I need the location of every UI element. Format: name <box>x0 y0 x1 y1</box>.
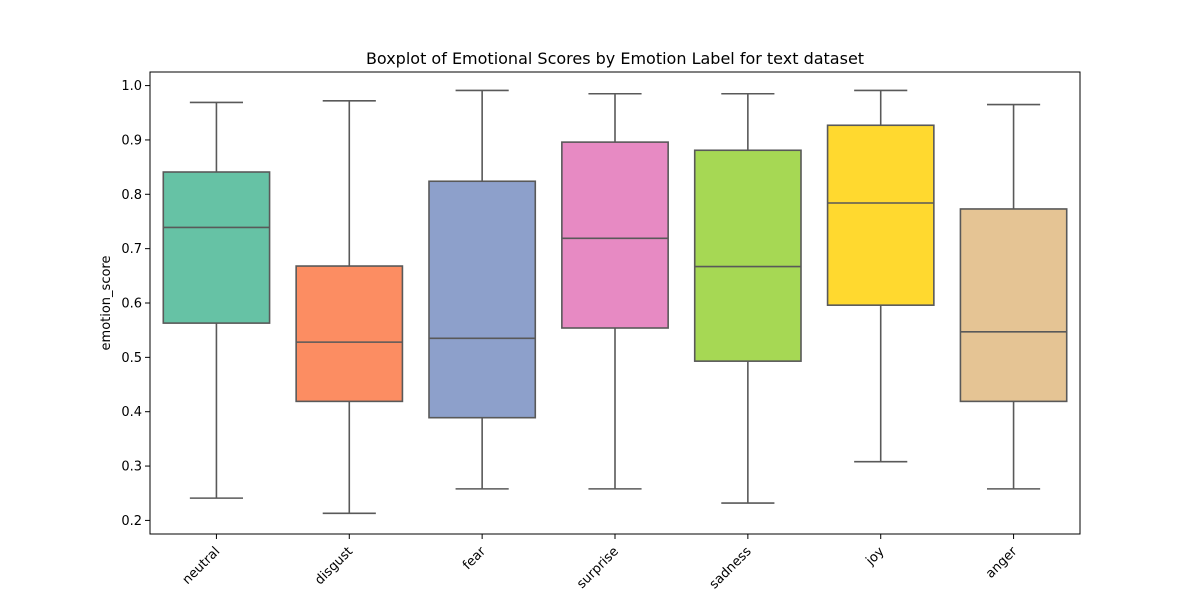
y-tick-label: 0.6 <box>121 297 142 312</box>
box-disgust <box>295 100 404 515</box>
y-tick-label: 1.0 <box>121 79 142 94</box>
iqr-box <box>295 265 404 403</box>
y-axis-label: emotion_score <box>99 256 114 351</box>
y-tick-label: 0.7 <box>121 242 142 257</box>
box-joy <box>826 89 935 463</box>
box-fear <box>428 89 537 490</box>
iqr-box <box>428 180 537 419</box>
boxes-group <box>162 89 1068 515</box>
y-tick-label: 0.4 <box>121 405 142 420</box>
box-sadness <box>693 92 802 504</box>
chart-title: Boxplot of Emotional Scores by Emotion L… <box>366 49 864 68</box>
iqr-box <box>561 141 669 329</box>
iqr-box <box>162 171 271 324</box>
x-tick-label: neutral <box>180 544 223 587</box>
box-neutral <box>162 101 271 499</box>
x-tick-label: disgust <box>312 544 356 588</box>
y-tick-label: 0.3 <box>121 460 142 475</box>
y-tick-label: 0.2 <box>121 514 142 529</box>
x-tick-label: sadness <box>707 544 755 592</box>
iqr-box <box>826 124 935 306</box>
x-tick-label: anger <box>983 544 1021 582</box>
iqr-box <box>959 208 1068 403</box>
y-tick-label: 0.8 <box>121 188 142 203</box>
box-surprise <box>561 92 669 490</box>
iqr-box <box>693 149 802 362</box>
y-tick-label: 0.5 <box>121 351 142 366</box>
x-axis: neutral disgust fear surprise sadness joy ange… <box>180 534 1021 592</box>
y-tick-label: 0.9 <box>121 133 142 148</box>
x-tick-label: fear <box>460 544 489 573</box>
y-axis: 0.2 0.3 0.4 0.5 0.6 0.7 0.8 0.9 1.0 <box>121 79 150 529</box>
box-anger <box>959 103 1068 490</box>
x-tick-label: surprise <box>574 544 622 592</box>
x-tick-label: joy <box>863 544 888 569</box>
